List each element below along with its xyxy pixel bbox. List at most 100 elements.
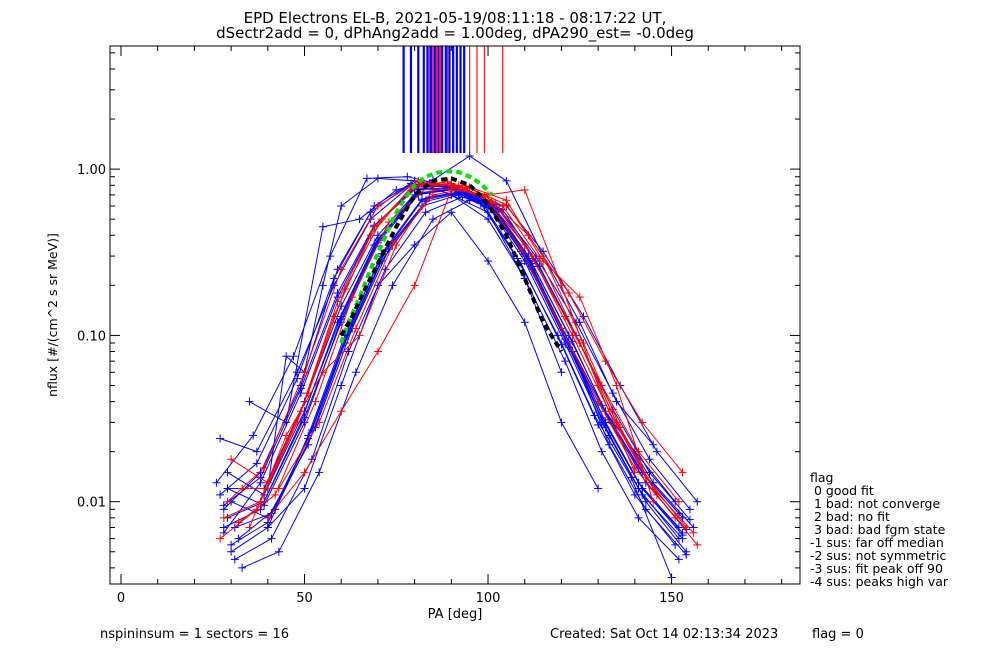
data-point xyxy=(274,547,283,556)
data-point xyxy=(238,484,247,493)
data-point xyxy=(645,468,654,477)
data-point xyxy=(351,324,360,333)
data-point xyxy=(557,324,566,333)
data-point xyxy=(216,490,225,499)
data-point xyxy=(230,555,239,564)
data-point xyxy=(355,331,364,340)
data-point xyxy=(373,174,382,183)
data-point xyxy=(652,447,661,456)
legend-item: -1 sus: far off median xyxy=(810,535,944,550)
data-point xyxy=(517,245,526,254)
data-point xyxy=(428,215,437,224)
data-point xyxy=(329,312,338,321)
data-point xyxy=(219,513,228,522)
data-point xyxy=(528,252,537,261)
data-point xyxy=(245,397,254,406)
data-point xyxy=(568,331,577,340)
data-point xyxy=(274,484,283,493)
data-point xyxy=(630,490,639,499)
x-axis-label: PA [deg] xyxy=(428,607,483,622)
chart-title-line-1: EPD Electrons EL-B, 2021-05-19/08:11:18 … xyxy=(243,9,667,27)
data-point xyxy=(685,505,694,514)
data-point xyxy=(245,523,254,532)
series-line xyxy=(230,194,687,556)
data-point xyxy=(388,281,397,290)
data-point xyxy=(693,540,702,549)
data-point xyxy=(616,423,625,432)
data-point xyxy=(370,222,379,231)
data-point xyxy=(373,347,382,356)
series-line xyxy=(249,155,654,446)
series-line xyxy=(230,182,687,528)
data-point xyxy=(410,240,419,249)
data-point xyxy=(605,440,614,449)
data-point xyxy=(263,513,272,522)
data-point xyxy=(263,523,272,532)
data-point xyxy=(318,368,327,377)
data-point xyxy=(351,368,360,377)
data-point xyxy=(484,257,493,266)
data-point xyxy=(329,274,338,283)
data-point xyxy=(337,202,346,211)
series-line xyxy=(223,189,680,539)
data-point xyxy=(693,497,702,506)
data-point xyxy=(649,497,658,506)
data-point xyxy=(520,318,529,327)
data-point xyxy=(682,550,691,559)
data-point xyxy=(689,528,698,537)
data-point xyxy=(300,368,309,377)
data-point xyxy=(282,431,291,440)
data-point xyxy=(641,505,650,514)
data-point xyxy=(260,490,269,499)
series-line xyxy=(223,187,680,528)
data-point xyxy=(638,484,647,493)
data-point xyxy=(337,407,346,416)
data-point xyxy=(579,312,588,321)
data-point xyxy=(630,468,639,477)
data-point xyxy=(300,418,309,427)
fit-curve xyxy=(339,169,494,344)
data-point xyxy=(249,431,258,440)
data-point xyxy=(388,240,397,249)
legend-item: -3 sus: fit peak off 90 xyxy=(810,561,943,576)
legend-item: 0 good fit xyxy=(810,483,874,498)
data-point xyxy=(674,555,683,564)
data-point xyxy=(634,513,643,522)
data-point xyxy=(502,200,511,209)
footer-left: nspininsum = 1 sectors = 16 xyxy=(100,627,289,642)
data-point xyxy=(318,222,327,231)
data-point xyxy=(289,352,298,361)
data-point xyxy=(575,293,584,302)
data-point xyxy=(216,534,225,543)
data-point xyxy=(484,208,493,217)
data-point xyxy=(410,281,419,290)
data-point xyxy=(252,447,261,456)
data-point xyxy=(421,208,430,217)
data-point xyxy=(557,418,566,427)
data-point xyxy=(337,381,346,390)
legend-title: flag xyxy=(810,470,834,485)
data-point xyxy=(227,540,236,549)
data-point xyxy=(575,318,584,327)
data-point xyxy=(212,478,221,487)
series-line xyxy=(227,187,683,534)
data-point xyxy=(293,418,302,427)
data-point xyxy=(597,447,606,456)
data-point xyxy=(678,468,687,477)
data-point xyxy=(447,185,456,194)
y-axis-label: nflux [#/(cm^2 s sr MeV)] xyxy=(45,233,60,397)
data-point xyxy=(487,197,496,206)
data-point xyxy=(337,265,346,274)
data-point xyxy=(403,172,412,181)
x-tick-label: 150 xyxy=(659,591,684,606)
data-point xyxy=(594,397,603,406)
data-point xyxy=(315,468,324,477)
data-point xyxy=(252,459,261,468)
trace-layer xyxy=(212,46,702,582)
data-point xyxy=(300,468,309,477)
data-point xyxy=(645,455,654,464)
data-point xyxy=(362,174,371,183)
data-point xyxy=(594,484,603,493)
x-tick-label: 100 xyxy=(476,591,501,606)
